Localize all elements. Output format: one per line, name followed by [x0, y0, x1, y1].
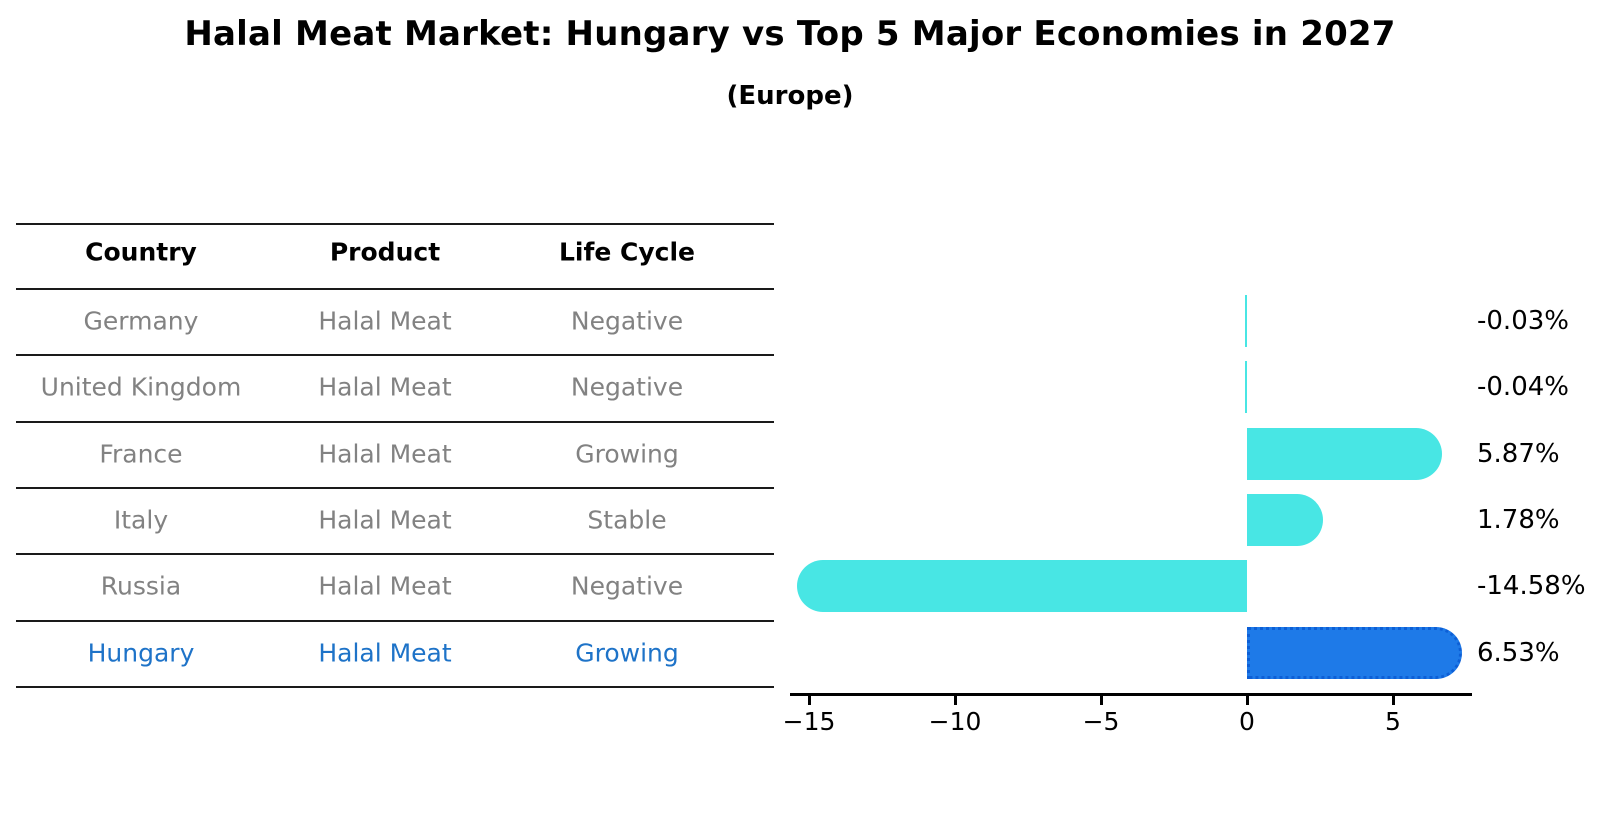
table-cell-country: Italy — [113, 505, 169, 535]
bar-germany — [1244, 295, 1247, 347]
table-cell-life-cycle: Stable — [587, 505, 667, 535]
table-cell-country: Russia — [100, 571, 182, 601]
table-cell-country: Hungary — [87, 638, 195, 667]
page-title: Halal Meat Market: Hungary vs Top 5 Majo… — [184, 14, 1396, 54]
bar-italy — [1247, 493, 1323, 546]
table-cell-product: Halal Meat — [318, 505, 452, 535]
table-cell-product: Halal Meat — [318, 306, 452, 336]
value-label-russia: -14.58% — [1477, 571, 1586, 602]
bar-france — [1247, 427, 1443, 480]
bar-russia — [797, 560, 1247, 613]
x-tick — [1246, 695, 1249, 705]
table-cell-life-cycle: Negative — [570, 306, 684, 336]
table-cell-country: France — [99, 439, 183, 469]
table-bottom-border — [16, 685, 774, 688]
x-tick-label: −15 — [782, 707, 836, 736]
x-tick-label: −10 — [928, 707, 982, 736]
table-header-life-cycle: Life Cycle — [558, 237, 696, 267]
page-subtitle: (Europe) — [726, 81, 854, 111]
table-cell-life-cycle: Growing — [575, 638, 679, 667]
table-cell-product: Halal Meat — [318, 372, 452, 402]
x-tick — [1392, 695, 1395, 705]
value-label-italy: 1.78% — [1477, 504, 1560, 535]
bar-united-kingdom — [1244, 361, 1247, 414]
value-label-germany: -0.03% — [1477, 306, 1569, 336]
value-label-united-kingdom: -0.04% — [1477, 372, 1569, 403]
x-tick-label: 0 — [1239, 707, 1255, 736]
table-row-border — [16, 619, 774, 622]
table-cell-country: Germany — [83, 306, 199, 336]
x-tick — [808, 695, 811, 705]
table-cell-life-cycle: Growing — [575, 439, 679, 469]
table-cell-product: Halal Meat — [318, 571, 452, 601]
bar-hungary — [1247, 626, 1462, 679]
table-row-border — [16, 553, 774, 556]
table-row-border — [16, 420, 774, 423]
table-top-border — [16, 223, 774, 225]
table-cell-country: United Kingdom — [40, 372, 242, 402]
x-axis-line — [790, 693, 1472, 696]
table-row-border — [16, 354, 774, 357]
table-cell-life-cycle: Negative — [570, 372, 684, 402]
x-tick-label: −5 — [1082, 707, 1120, 736]
x-tick — [954, 695, 957, 705]
table-cell-product: Halal Meat — [318, 638, 452, 667]
value-label-hungary: 6.53% — [1477, 637, 1560, 668]
table-cell-life-cycle: Negative — [570, 571, 684, 601]
value-label-france: 5.87% — [1477, 438, 1560, 469]
table-header-product: Product — [329, 237, 441, 267]
table-row-border — [16, 486, 774, 489]
table-row-border — [16, 288, 774, 290]
x-tick-label: 5 — [1385, 707, 1401, 736]
x-tick — [1100, 695, 1103, 705]
table-header-country: Country — [85, 237, 197, 267]
table-cell-product: Halal Meat — [318, 439, 452, 469]
